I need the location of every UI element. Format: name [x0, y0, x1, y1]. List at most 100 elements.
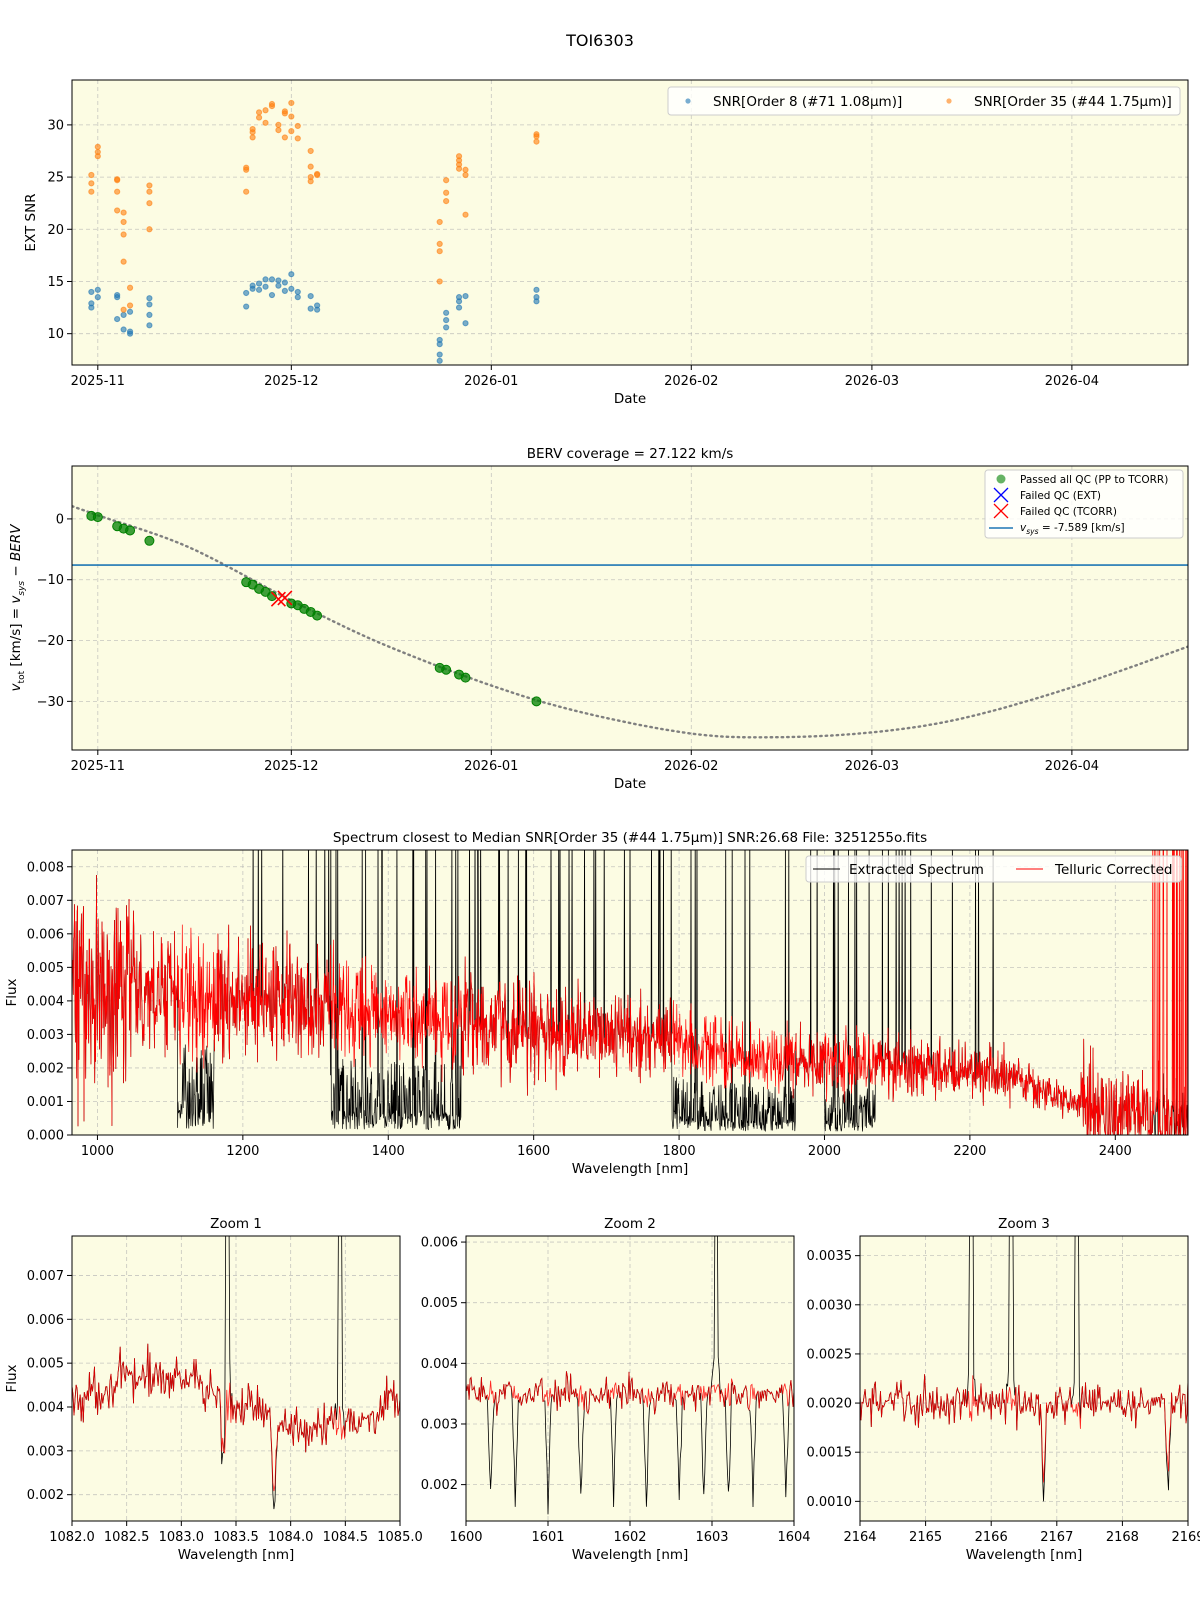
y-axis-label: Flux — [4, 978, 20, 1006]
plot-frame — [71, 465, 1189, 751]
snr-order35-point — [126, 284, 134, 291]
snr-order8-point — [94, 294, 101, 301]
snr-order35-point — [120, 258, 127, 265]
x-tick-label: 2168 — [1106, 1530, 1139, 1545]
snr-order35-point — [94, 143, 101, 150]
passed-qc-point — [531, 696, 542, 707]
snr-order35-point — [243, 188, 250, 195]
y-tick-label: 0.006 — [421, 1236, 458, 1251]
y-tick-label: 0.006 — [27, 1313, 64, 1328]
x-tick-label: 1000 — [81, 1144, 114, 1159]
x-tick-label: 2169 — [1171, 1530, 1200, 1545]
snr-order8-point — [288, 271, 295, 278]
x-tick-label: 2025-12 — [264, 374, 318, 389]
spectrum-panel: 1000 1200 1400 1600 1800 2000 2200 2400 0.000 0.0… — [4, 830, 1189, 1177]
panel-title: Zoom 2 — [604, 1216, 656, 1232]
snr-order35-point — [455, 153, 463, 160]
snr-order8-point — [436, 357, 443, 364]
snr-order8-point — [262, 276, 269, 283]
zoom3-panel: 2164 2165 2166 2167 2168 2169 0.0010 0.0015 0.00… — [807, 1216, 1200, 1563]
y-tick-label: 0 — [56, 512, 64, 527]
snr-order8-point — [120, 311, 127, 318]
snr-order8-point — [462, 292, 469, 300]
y-tick-label: 25 — [47, 171, 64, 186]
snr-order8-point — [281, 287, 288, 294]
snr-order35-point — [146, 226, 153, 233]
plot-background — [860, 1236, 1188, 1521]
legend-marker-failed-ext — [993, 487, 1009, 503]
snr-order8-point — [443, 317, 450, 324]
legend-box — [667, 86, 1181, 116]
snr-order8-point — [455, 304, 463, 311]
snr-order8-point — [255, 280, 263, 287]
x-tick-label: 1200 — [226, 1144, 259, 1159]
passed-qc-point — [312, 610, 323, 621]
y-tick-label: 20 — [47, 223, 64, 238]
x-axis-label: Wavelength [nm] — [572, 1161, 689, 1177]
legend-label-order8: SNR[Order 8 (#71 1.08μm)] — [713, 94, 902, 110]
snr-order35-point — [249, 125, 256, 133]
x-tick-label: 2026-01 — [464, 374, 518, 389]
snr-order8-point — [275, 277, 282, 284]
snr-order8-point — [268, 276, 276, 283]
snr-order8-point — [94, 286, 101, 293]
snr-order35-point — [88, 171, 95, 179]
snr-order35-point — [146, 188, 153, 195]
x-tick-label: 2200 — [953, 1144, 986, 1159]
snr-order8-point — [275, 282, 282, 289]
snr-order8-point — [462, 320, 469, 327]
snr-order35-point — [249, 134, 256, 141]
snr-order35-point — [288, 99, 295, 107]
snr-order8-point — [307, 292, 314, 300]
snr-order35-point — [307, 178, 314, 185]
y-tick-label: 0.002 — [421, 1478, 458, 1493]
snr-order35-point — [126, 302, 134, 309]
snr-order35-point — [243, 164, 250, 171]
snr-order8-point — [281, 279, 288, 286]
passed-qc-point — [125, 525, 136, 536]
y-tick-label: 0.0020 — [807, 1397, 853, 1412]
passed-qc-point — [441, 664, 452, 675]
snr-order35-point — [114, 188, 121, 195]
y-label-part: [km/s] = — [8, 604, 24, 671]
snr-legend: SNR[Order 8 (#71 1.08μm)] SNR[Order 35 (#… — [667, 86, 1181, 116]
spectrum-legend: Extracted Spectrum Telluric Corrected — [805, 855, 1182, 883]
y-tick-label: −20 — [37, 634, 64, 649]
snr-order8-point — [255, 286, 263, 293]
y-tick-label: 0.003 — [27, 1444, 64, 1459]
legend-label-telluric: Telluric Corrected — [1054, 862, 1172, 878]
snr-order8-point — [443, 309, 450, 316]
x-tick-label: 1083.5 — [213, 1530, 259, 1545]
snr-order8-point — [294, 288, 301, 296]
y-tick-label: 0.007 — [27, 1269, 64, 1284]
x-axis-label: Date — [614, 391, 646, 407]
snr-order35-point — [120, 218, 127, 226]
y-tick-label: 0.002 — [27, 1061, 64, 1076]
y-label-part: v — [8, 682, 24, 691]
y-tick-label: 0.003 — [27, 1028, 64, 1043]
snr-order35-point — [314, 170, 321, 178]
snr-order35-point — [307, 163, 314, 170]
x-tick-label: 2167 — [1040, 1530, 1073, 1545]
y-tick-label: 0.005 — [27, 1357, 64, 1372]
legend-label-extracted: Extracted Spectrum — [849, 862, 984, 878]
y-tick-label: 0.0015 — [807, 1446, 853, 1461]
y-tick-label: 0.002 — [27, 1488, 64, 1503]
snr-order35-point — [114, 176, 121, 183]
legend-label-vsys: vsys = -7.589 [km/s] — [1020, 522, 1125, 536]
x-tick-label: 1602 — [613, 1530, 646, 1545]
legend-marker-order35 — [946, 98, 952, 104]
x-tick-label: 1082.0 — [49, 1530, 95, 1545]
snr-order8-point — [243, 289, 250, 297]
snr-order35-point — [114, 207, 121, 214]
snr-order35-point — [268, 100, 276, 108]
snr-order35-point — [307, 147, 314, 155]
snr-order35-point — [533, 138, 540, 145]
snr-order35-point — [462, 211, 469, 218]
y-tick-label: 0.006 — [27, 927, 64, 942]
x-tick-label: 2026-04 — [1045, 374, 1099, 389]
snr-order8-point — [126, 308, 134, 315]
legend-label-failed-tcorr: Failed QC (TCORR) — [1020, 506, 1117, 518]
snr-order8-point — [443, 324, 450, 331]
passed-qc-point — [460, 672, 471, 683]
